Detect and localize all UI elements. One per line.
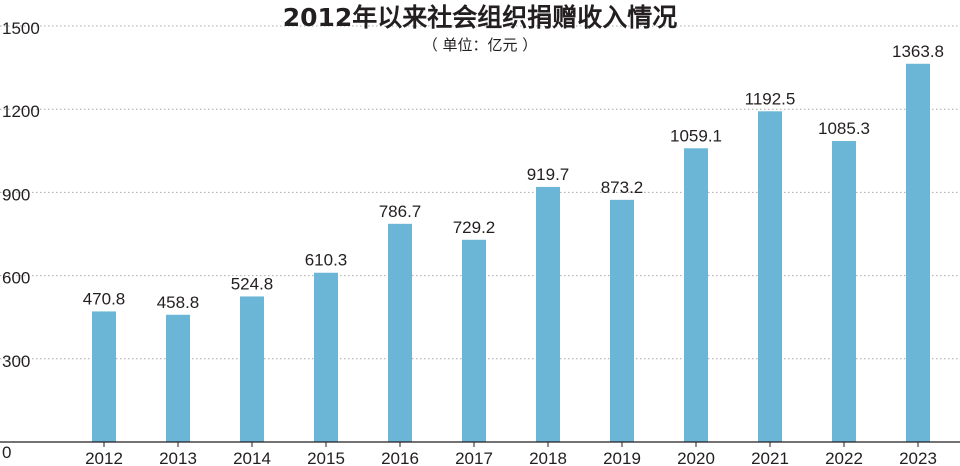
x-tick-label: 2016: [381, 449, 419, 466]
data-label: 1085.3: [818, 119, 870, 138]
data-label: 919.7: [527, 165, 570, 184]
value-labels: 470.8 458.8 524.8 610.3 786.7 729.2 919.7 873.2…: [83, 42, 944, 312]
x-tick-label: 2019: [603, 449, 641, 466]
data-label: 524.8: [231, 274, 274, 293]
data-label: 610.3: [305, 251, 348, 270]
data-label: 786.7: [379, 202, 422, 221]
data-label: 873.2: [601, 178, 644, 197]
bar: [92, 311, 116, 442]
data-label: 1192.5: [745, 89, 796, 108]
y-tick-label: 1500: [2, 19, 40, 38]
x-tick-label: 2013: [159, 449, 197, 466]
y-axis: 0 300 600 900 1200 1500: [2, 19, 40, 462]
bar: [758, 111, 782, 442]
chart-title: 2012年以来社会组织捐赠收入情况: [283, 3, 678, 32]
y-tick-label: 1200: [2, 102, 40, 121]
bar: [388, 223, 412, 442]
bar: [610, 199, 634, 442]
y-tick-label: 300: [2, 352, 30, 371]
x-tick-label: 2017: [455, 449, 493, 466]
data-label: 470.8: [83, 289, 126, 308]
bar: [536, 186, 560, 442]
gridlines: [0, 25, 960, 360]
bar: [684, 148, 708, 443]
x-tick-label: 2012: [85, 449, 123, 466]
bar: [166, 314, 190, 442]
bar: [462, 239, 486, 442]
y-tick-label: 900: [2, 185, 30, 204]
data-label: 729.2: [453, 218, 496, 237]
x-tick-label: 2014: [233, 449, 271, 466]
x-tick-label: 2021: [751, 449, 789, 466]
x-tick-label: 2023: [899, 449, 937, 466]
x-axis: 2012 2013 2014 2015 2016 2017 2018 2019 2020 2021…: [0, 441, 960, 466]
bar: [906, 63, 930, 443]
y-tick-label: 0: [2, 443, 11, 462]
x-tick-label: 2015: [307, 449, 345, 466]
y-tick-label: 600: [2, 269, 30, 288]
x-tick-label: 2020: [677, 449, 715, 466]
data-label: 1059.1: [670, 126, 722, 145]
bars: [92, 63, 930, 443]
data-label: 1363.8: [892, 42, 944, 61]
x-tick-label: 2022: [825, 449, 863, 466]
bar: [240, 296, 264, 442]
data-label: 458.8: [157, 293, 200, 312]
bar: [314, 272, 338, 442]
chart-subtitle: （ 单位：亿元 ）: [423, 36, 538, 54]
x-tick-label: 2018: [529, 449, 567, 466]
bar: [832, 141, 856, 442]
